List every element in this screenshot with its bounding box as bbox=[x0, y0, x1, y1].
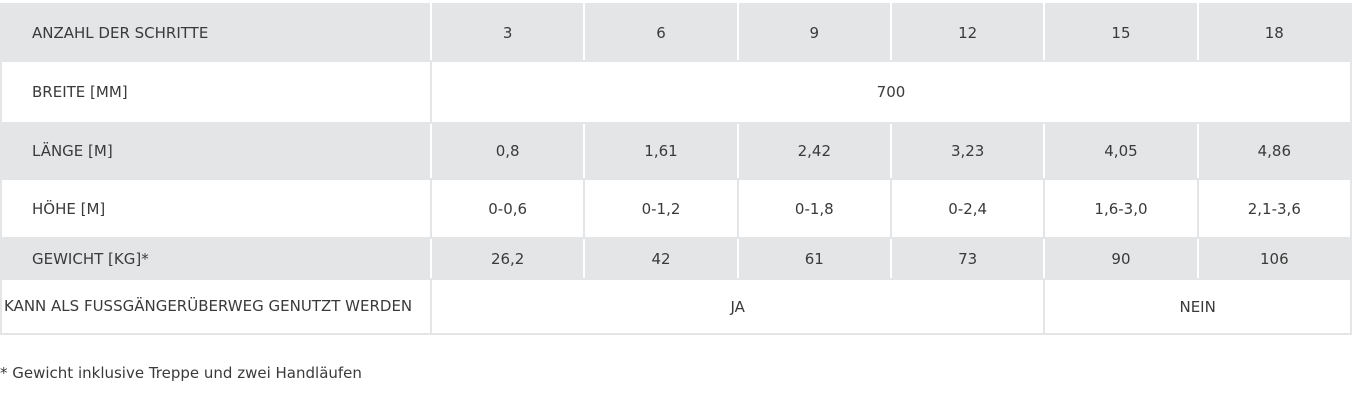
header-cell: 15 bbox=[1043, 3, 1199, 62]
row: GEWICHT [KG]* 26,2 42 61 73 90 106 bbox=[0, 237, 1353, 280]
cell: 4,05 bbox=[1043, 122, 1199, 180]
footnote: * Gewicht inklusive Treppe und zwei Hand… bbox=[0, 364, 362, 382]
cell: 42 bbox=[583, 237, 739, 280]
cell: JA bbox=[429, 278, 1046, 335]
cell: 0-0,6 bbox=[429, 178, 586, 239]
row-label: BREITE [MM] bbox=[0, 60, 432, 124]
cell: 2,42 bbox=[736, 122, 892, 180]
row: HÖHE [M] 0-0,6 0-1,2 0-1,8 0-2,4 1,6-3,0… bbox=[0, 178, 1353, 239]
cell: NEIN bbox=[1043, 278, 1352, 335]
row: BREITE [MM] 700 bbox=[0, 60, 1352, 124]
cell: 61 bbox=[736, 237, 892, 280]
row: LÄNGE [M] 0,8 1,61 2,42 3,23 4,05 4,86 bbox=[0, 122, 1353, 180]
header-cell: ANZAHL DER SCHRITTE bbox=[0, 3, 432, 62]
header-cell: 12 bbox=[889, 3, 1046, 62]
cell: 1,61 bbox=[583, 122, 739, 180]
cell: 106 bbox=[1196, 237, 1353, 280]
cell: 1,6-3,0 bbox=[1043, 178, 1199, 239]
header-cell: 6 bbox=[583, 3, 739, 62]
cell: 4,86 bbox=[1196, 122, 1353, 180]
cell: 3,23 bbox=[889, 122, 1046, 180]
cell: 0-2,4 bbox=[889, 178, 1046, 239]
spec-table: ANZAHL DER SCHRITTE 3 6 9 12 15 18 BREIT… bbox=[0, 3, 1353, 335]
cell: 73 bbox=[889, 237, 1046, 280]
cell: 2,1-3,6 bbox=[1196, 178, 1353, 239]
row-label: HÖHE [M] bbox=[0, 178, 432, 239]
cell: 26,2 bbox=[429, 237, 586, 280]
cell: 700 bbox=[430, 60, 1352, 124]
cell: 90 bbox=[1043, 237, 1199, 280]
row-label: GEWICHT [KG]* bbox=[0, 237, 432, 280]
cell: 0-1,8 bbox=[736, 178, 892, 239]
row: KANN ALS FUSSGÄNGERÜBERWEG GENUTZT WERDE… bbox=[0, 278, 1352, 335]
header-cell: 9 bbox=[736, 3, 892, 62]
cell: 0-1,2 bbox=[583, 178, 739, 239]
row-label: KANN ALS FUSSGÄNGERÜBERWEG GENUTZT WERDE… bbox=[0, 278, 432, 335]
cell: 0,8 bbox=[429, 122, 586, 180]
header-row: ANZAHL DER SCHRITTE 3 6 9 12 15 18 bbox=[0, 3, 1353, 62]
header-cell: 3 bbox=[429, 3, 586, 62]
header-cell: 18 bbox=[1196, 3, 1353, 62]
row-label: LÄNGE [M] bbox=[0, 122, 432, 180]
